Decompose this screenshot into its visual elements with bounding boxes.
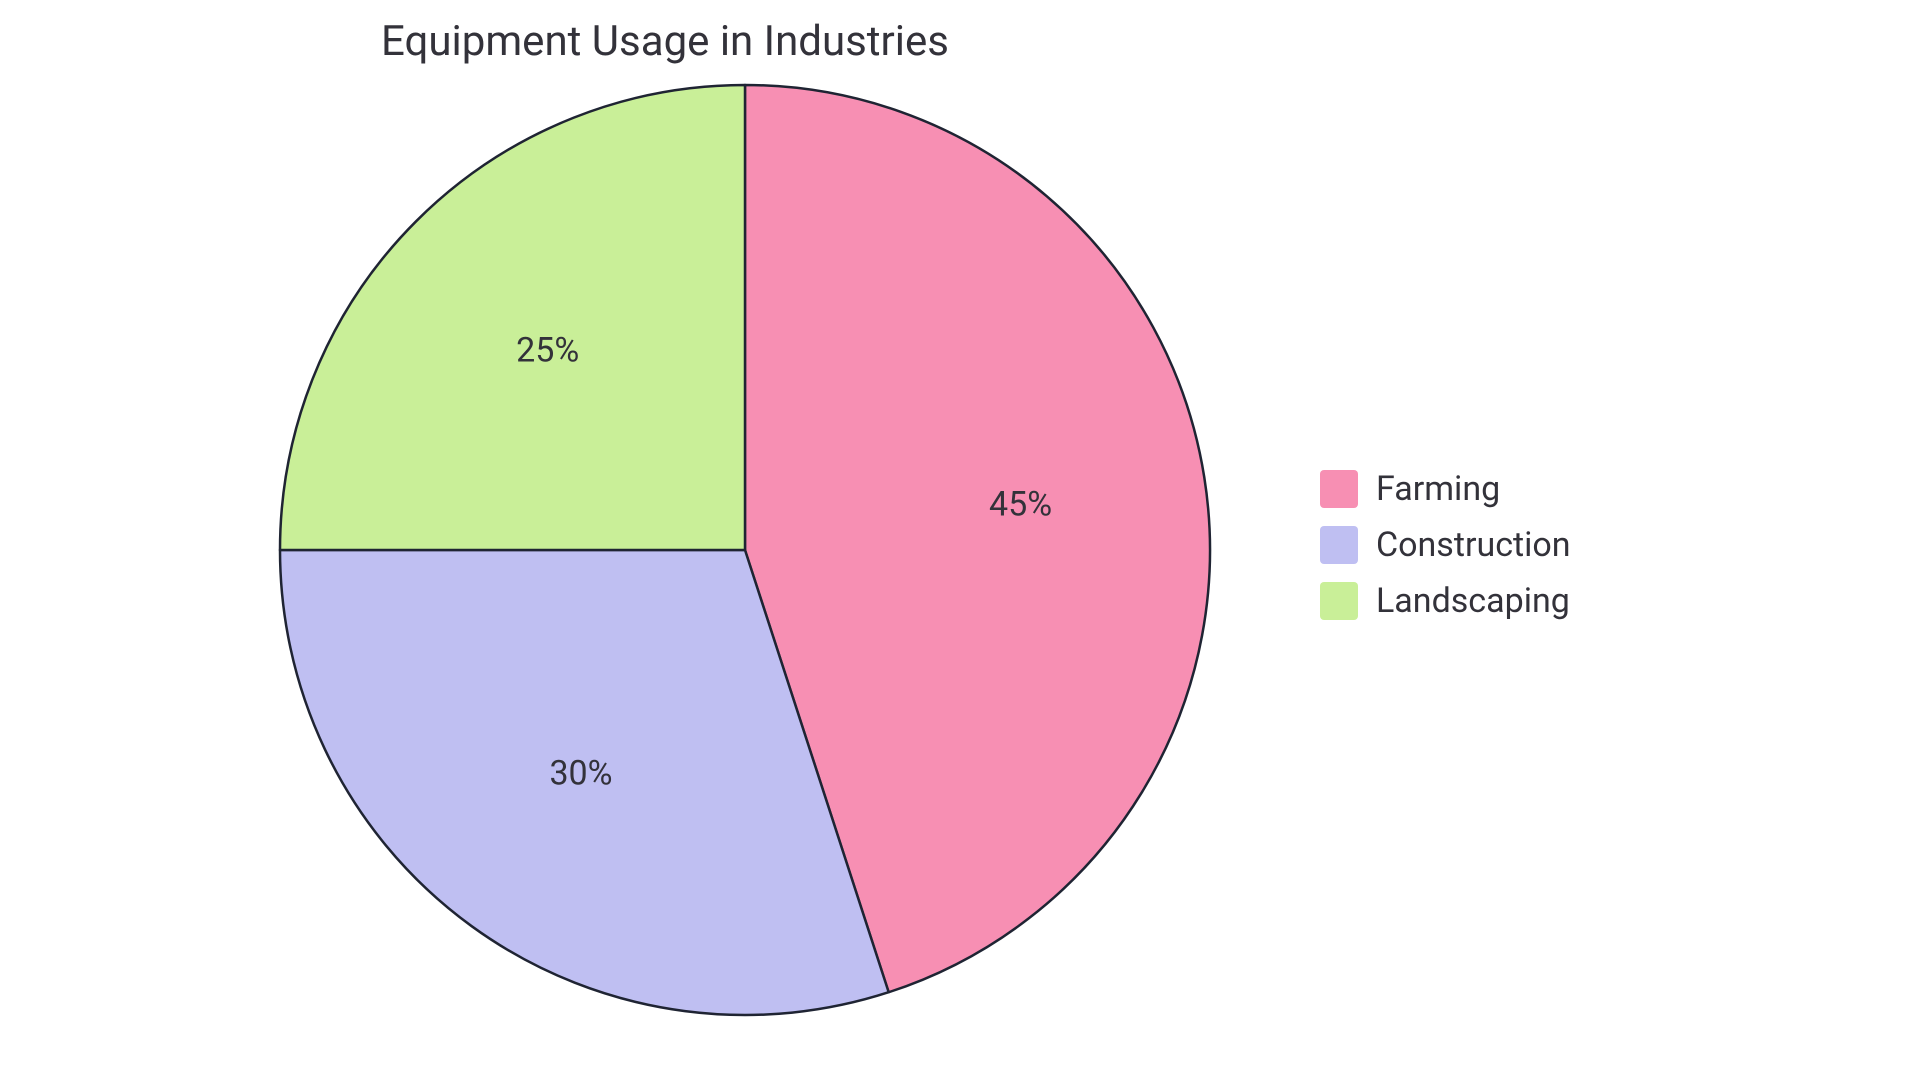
legend-label: Farming: [1376, 469, 1500, 509]
slice-percent-label: 45%: [989, 484, 1052, 524]
slice-percent-label: 25%: [516, 331, 579, 371]
legend-swatch: [1320, 582, 1358, 620]
legend-group: Farming Construction Landscaping: [1320, 469, 1571, 621]
legend-swatch: [1320, 526, 1358, 564]
legend-label: Landscaping: [1376, 581, 1570, 621]
pie-slice: [280, 85, 745, 550]
chart-container: Equipment Usage in Industries 45%30%25% …: [0, 0, 1920, 1080]
legend-label: Construction: [1376, 525, 1571, 565]
pie-group: [280, 85, 1210, 1015]
legend-swatch: [1320, 470, 1358, 508]
pie-chart-svg: Equipment Usage in Industries 45%30%25% …: [0, 0, 1920, 1080]
slice-percent-label: 30%: [549, 754, 612, 794]
chart-title: Equipment Usage in Industries: [381, 17, 949, 66]
